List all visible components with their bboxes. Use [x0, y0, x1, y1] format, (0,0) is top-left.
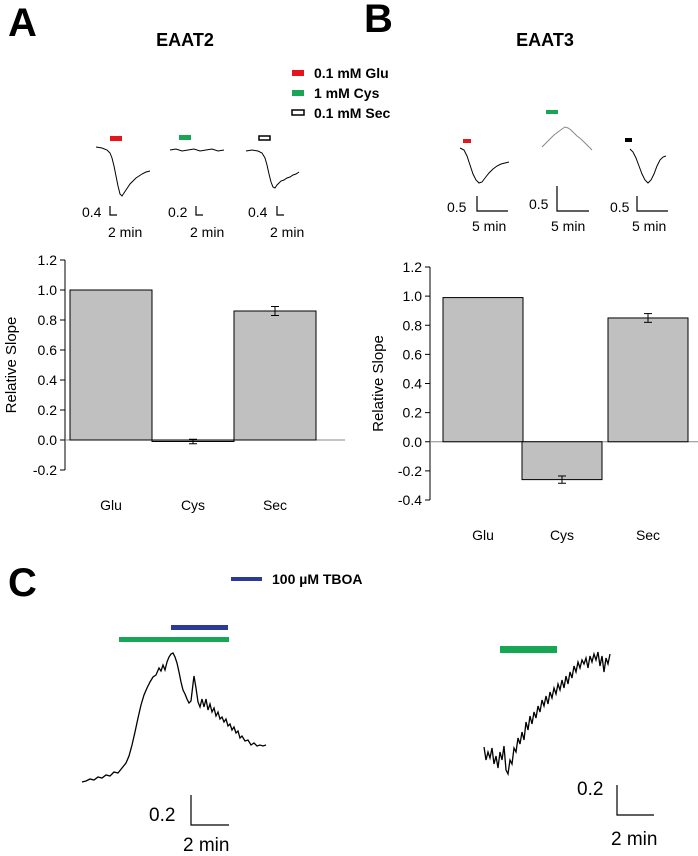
eaat3-sec-scale-amplitude: 0.5 — [610, 199, 630, 215]
cys-tboa-trace — [82, 653, 266, 782]
cys-application-bar-right — [500, 646, 557, 653]
legend-top: 0.1 mM Glu 1 mM Cys 0.1 mM Sec — [292, 65, 390, 121]
eaat3-cys-scale-amplitude: 0.5 — [529, 196, 549, 212]
chart-b-bar-cys — [522, 442, 602, 480]
panel-title-eaat2: EAAT2 — [156, 30, 214, 50]
eaat3-glu-application-bar — [463, 139, 471, 143]
eaat3-cys-scale-bar — [557, 186, 589, 211]
legend-label-tboa: 100 µM TBOA — [272, 571, 363, 587]
eaat2-sec-scale-amplitude: 0.4 — [248, 204, 268, 220]
eaat2-cys-scale-bar — [196, 206, 203, 215]
eaat2-sec-application-bar — [259, 136, 270, 140]
legend-swatch-glu — [292, 70, 304, 76]
chart-b-y-tick-label: 1.0 — [403, 288, 423, 304]
eaat2-sec-scale-time: 2 min — [270, 224, 304, 240]
eaat2-cys-scale-time: 2 min — [190, 224, 224, 240]
left-trace-scale-time: 2 min — [183, 835, 229, 856]
eaat2-glu-trace — [96, 147, 150, 196]
cys-application-bar-left — [119, 637, 229, 642]
chart-b-bar-sec — [608, 318, 688, 442]
eaat3-glu-scale-amplitude: 0.5 — [447, 199, 467, 215]
chart-a-y-tick-label: 0.4 — [38, 372, 58, 388]
chart-b-y-tick-label: -0.2 — [398, 463, 422, 479]
left-trace-scale-bar — [191, 795, 229, 825]
chart-a-y-tick-label: 1.0 — [38, 282, 58, 298]
chart-a-x-tick-label: Cys — [181, 497, 205, 513]
chart-b-y-tick-label: 0.8 — [403, 317, 423, 333]
tboa-application-bar — [171, 625, 228, 630]
eaat3-bar-chart: 1.2 1.0 0.8 0.6 0.4 0.2 0.0 -0.2 -0.4 Relative Sl… — [370, 259, 698, 543]
chart-b-x-tick-label: Sec — [636, 527, 660, 543]
panel-letter-a: A — [8, 1, 37, 45]
chart-b-x-tick-label: Glu — [472, 527, 494, 543]
eaat2-glu-application-bar — [110, 136, 122, 141]
eaat2-bar-chart: 1.2 1.0 0.8 0.6 0.4 0.2 0.0 -0.2 Relative Slope G… — [3, 252, 345, 513]
eaat3-glu-scale-time: 5 min — [472, 218, 506, 234]
chart-b-y-axis-label: Relative Slope — [370, 335, 387, 432]
chart-a-y-tick-label: 0.0 — [38, 432, 58, 448]
panel-c: 100 µM TBOA 0.2 2 min 0.2 2 min — [82, 571, 657, 856]
left-trace-scale-amplitude: 0.2 — [149, 805, 175, 826]
eaat2-cys-scale-amplitude: 0.2 — [168, 204, 188, 220]
legend-swatch-cys — [292, 90, 304, 96]
panel-letter-c: C — [8, 561, 37, 605]
chart-a-y-tick-label: 1.2 — [38, 252, 58, 268]
chart-b-x-tick-label: Cys — [550, 527, 574, 543]
eaat2-sec-trace — [246, 150, 299, 188]
chart-a-x-tick-label: Glu — [100, 497, 122, 513]
eaat3-sec-scale-time: 5 min — [632, 218, 666, 234]
eaat2-glu-scale-time: 2 min — [108, 224, 142, 240]
eaat2-cys-application-bar — [179, 135, 191, 140]
chart-b-y-tick-label: 0.4 — [403, 376, 423, 392]
chart-a-bar-glu — [70, 290, 152, 440]
eaat3-sec-application-bar — [625, 138, 632, 142]
panel-title-eaat3: EAAT3 — [516, 30, 574, 50]
legend-swatch-tboa — [231, 577, 262, 581]
right-trace-scale-amplitude: 0.2 — [577, 779, 603, 800]
eaat2-glu-scale-bar — [110, 206, 117, 215]
eaat3-sec-trace — [630, 149, 666, 183]
eaat2-sec-scale-bar — [277, 206, 284, 215]
chart-b-bar-glu — [443, 298, 523, 442]
panel-letter-b: B — [364, 0, 393, 41]
right-trace-scale-bar — [617, 785, 654, 815]
chart-b-y-tick-label: 0.0 — [403, 434, 423, 450]
eaat3-cys-scale-time: 5 min — [551, 218, 585, 234]
chart-b-y-tick-label: 0.6 — [403, 346, 423, 362]
cys-trace-right — [484, 652, 610, 774]
legend-label-glu: 0.1 mM Glu — [314, 65, 389, 81]
chart-b-y-tick-label: 0.2 — [403, 405, 423, 421]
chart-a-y-tick-label: 0.2 — [38, 402, 58, 418]
chart-a-y-tick-label: 0.6 — [38, 342, 58, 358]
eaat3-cys-trace — [542, 127, 592, 150]
figure: A EAAT2 B EAAT3 C 0.1 mM Glu 1 mM Cys 0.… — [0, 0, 698, 856]
chart-a-y-tick-label: -0.2 — [33, 462, 57, 478]
eaat3-traces: 0.5 5 min 0.5 5 min 0.5 5 min — [447, 110, 668, 234]
legend-label-sec: 0.1 mM Sec — [314, 105, 390, 121]
chart-b-y-tick-label: -0.4 — [398, 492, 422, 508]
eaat3-sec-scale-bar — [637, 196, 668, 211]
eaat2-traces: 0.4 2 min 0.2 2 min 0.4 2 min — [82, 135, 304, 240]
legend-swatch-sec — [292, 110, 304, 115]
chart-a-y-tick-label: 0.8 — [38, 312, 58, 328]
right-trace-scale-time: 2 min — [611, 829, 657, 850]
eaat3-cys-application-bar — [546, 110, 558, 114]
chart-b-y-tick-label: 1.2 — [403, 259, 423, 275]
legend-label-cys: 1 mM Cys — [314, 85, 380, 101]
eaat3-glu-trace — [460, 148, 509, 183]
eaat2-cys-trace — [170, 149, 224, 151]
eaat2-glu-scale-amplitude: 0.4 — [82, 204, 102, 220]
chart-a-bar-sec — [234, 311, 316, 440]
chart-a-x-tick-label: Sec — [263, 497, 287, 513]
eaat3-glu-scale-bar — [477, 196, 508, 211]
chart-a-y-axis-label: Relative Slope — [3, 317, 20, 414]
